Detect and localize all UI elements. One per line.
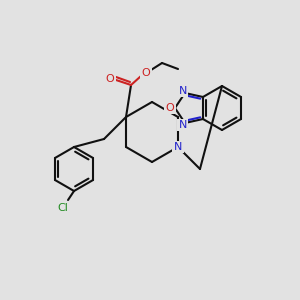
Text: N: N [174,142,182,152]
Text: N: N [179,120,187,130]
Text: O: O [166,103,174,113]
Text: O: O [106,74,114,84]
Text: N: N [179,86,187,96]
Text: Cl: Cl [58,203,68,213]
Text: O: O [142,68,150,78]
